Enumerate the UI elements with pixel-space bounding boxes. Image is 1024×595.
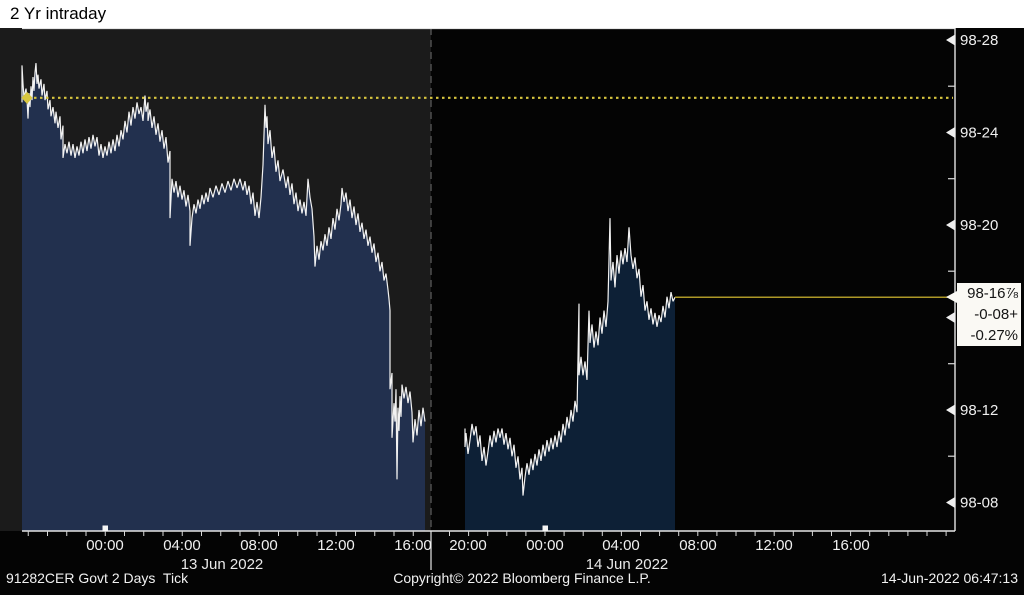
midnight-marker-day2 [542,525,548,531]
x-axis-time-label: 16:00 [394,537,432,554]
x-axis-time-label: 00:00 [526,537,564,554]
chart-title: 2 Yr intraday [10,4,107,23]
y-axis-label: 98-28 [960,32,998,49]
session1-date-label: 13 Jun 2022 [181,556,264,573]
x-axis-time-label: 04:00 [602,537,640,554]
price-axis-tick-arrows [946,34,955,508]
series-line-1 [464,218,676,496]
x-axis-time-label: 04:00 [163,537,201,554]
prev-close-diamond-marker [21,91,33,104]
time-axis-hour-ticks [27,531,947,536]
last-price-value: 98-16⅞ [967,285,1018,302]
last-price-box-notch [946,290,958,304]
x-axis-time-label: 16:00 [832,537,870,554]
x-axis-time-label: 12:00 [317,537,355,554]
y-axis-label: 98-12 [960,402,998,419]
session2-date-label: 14 Jun 2022 [586,556,669,573]
x-axis-time-label: 12:00 [755,537,793,554]
net-change-value: -0-08+ [974,306,1018,323]
price-axis-minor-ticks [948,85,955,457]
y-axis-label: 98-08 [960,495,998,512]
y-axis-label: 98-24 [960,125,998,142]
y-axis-label: 98-20 [960,217,998,234]
copyright-text: Copyright© 2022 Bloomberg Finance L.P. [393,570,651,586]
x-axis-time-label: 20:00 [449,537,487,554]
series-area-1 [465,218,675,531]
x-axis-time-label: 00:00 [86,537,124,554]
series-line-0 [21,63,426,480]
timestamp: 14-Jun-2022 06:47:13 [881,570,1018,586]
last-price-box: 98-16⅞ -0-08+ -0.27% [957,283,1021,346]
x-axis-time-label: 08:00 [240,537,278,554]
x-axis-time-label: 08:00 [679,537,717,554]
series-area-0 [22,63,425,531]
security-description[interactable]: 91282CER Govt 2 Days Tick [6,570,189,586]
title-bar: 2 Yr intraday [0,0,1024,28]
midnight-marker-day1 [102,525,108,531]
pct-change-value: -0.27% [970,327,1018,344]
